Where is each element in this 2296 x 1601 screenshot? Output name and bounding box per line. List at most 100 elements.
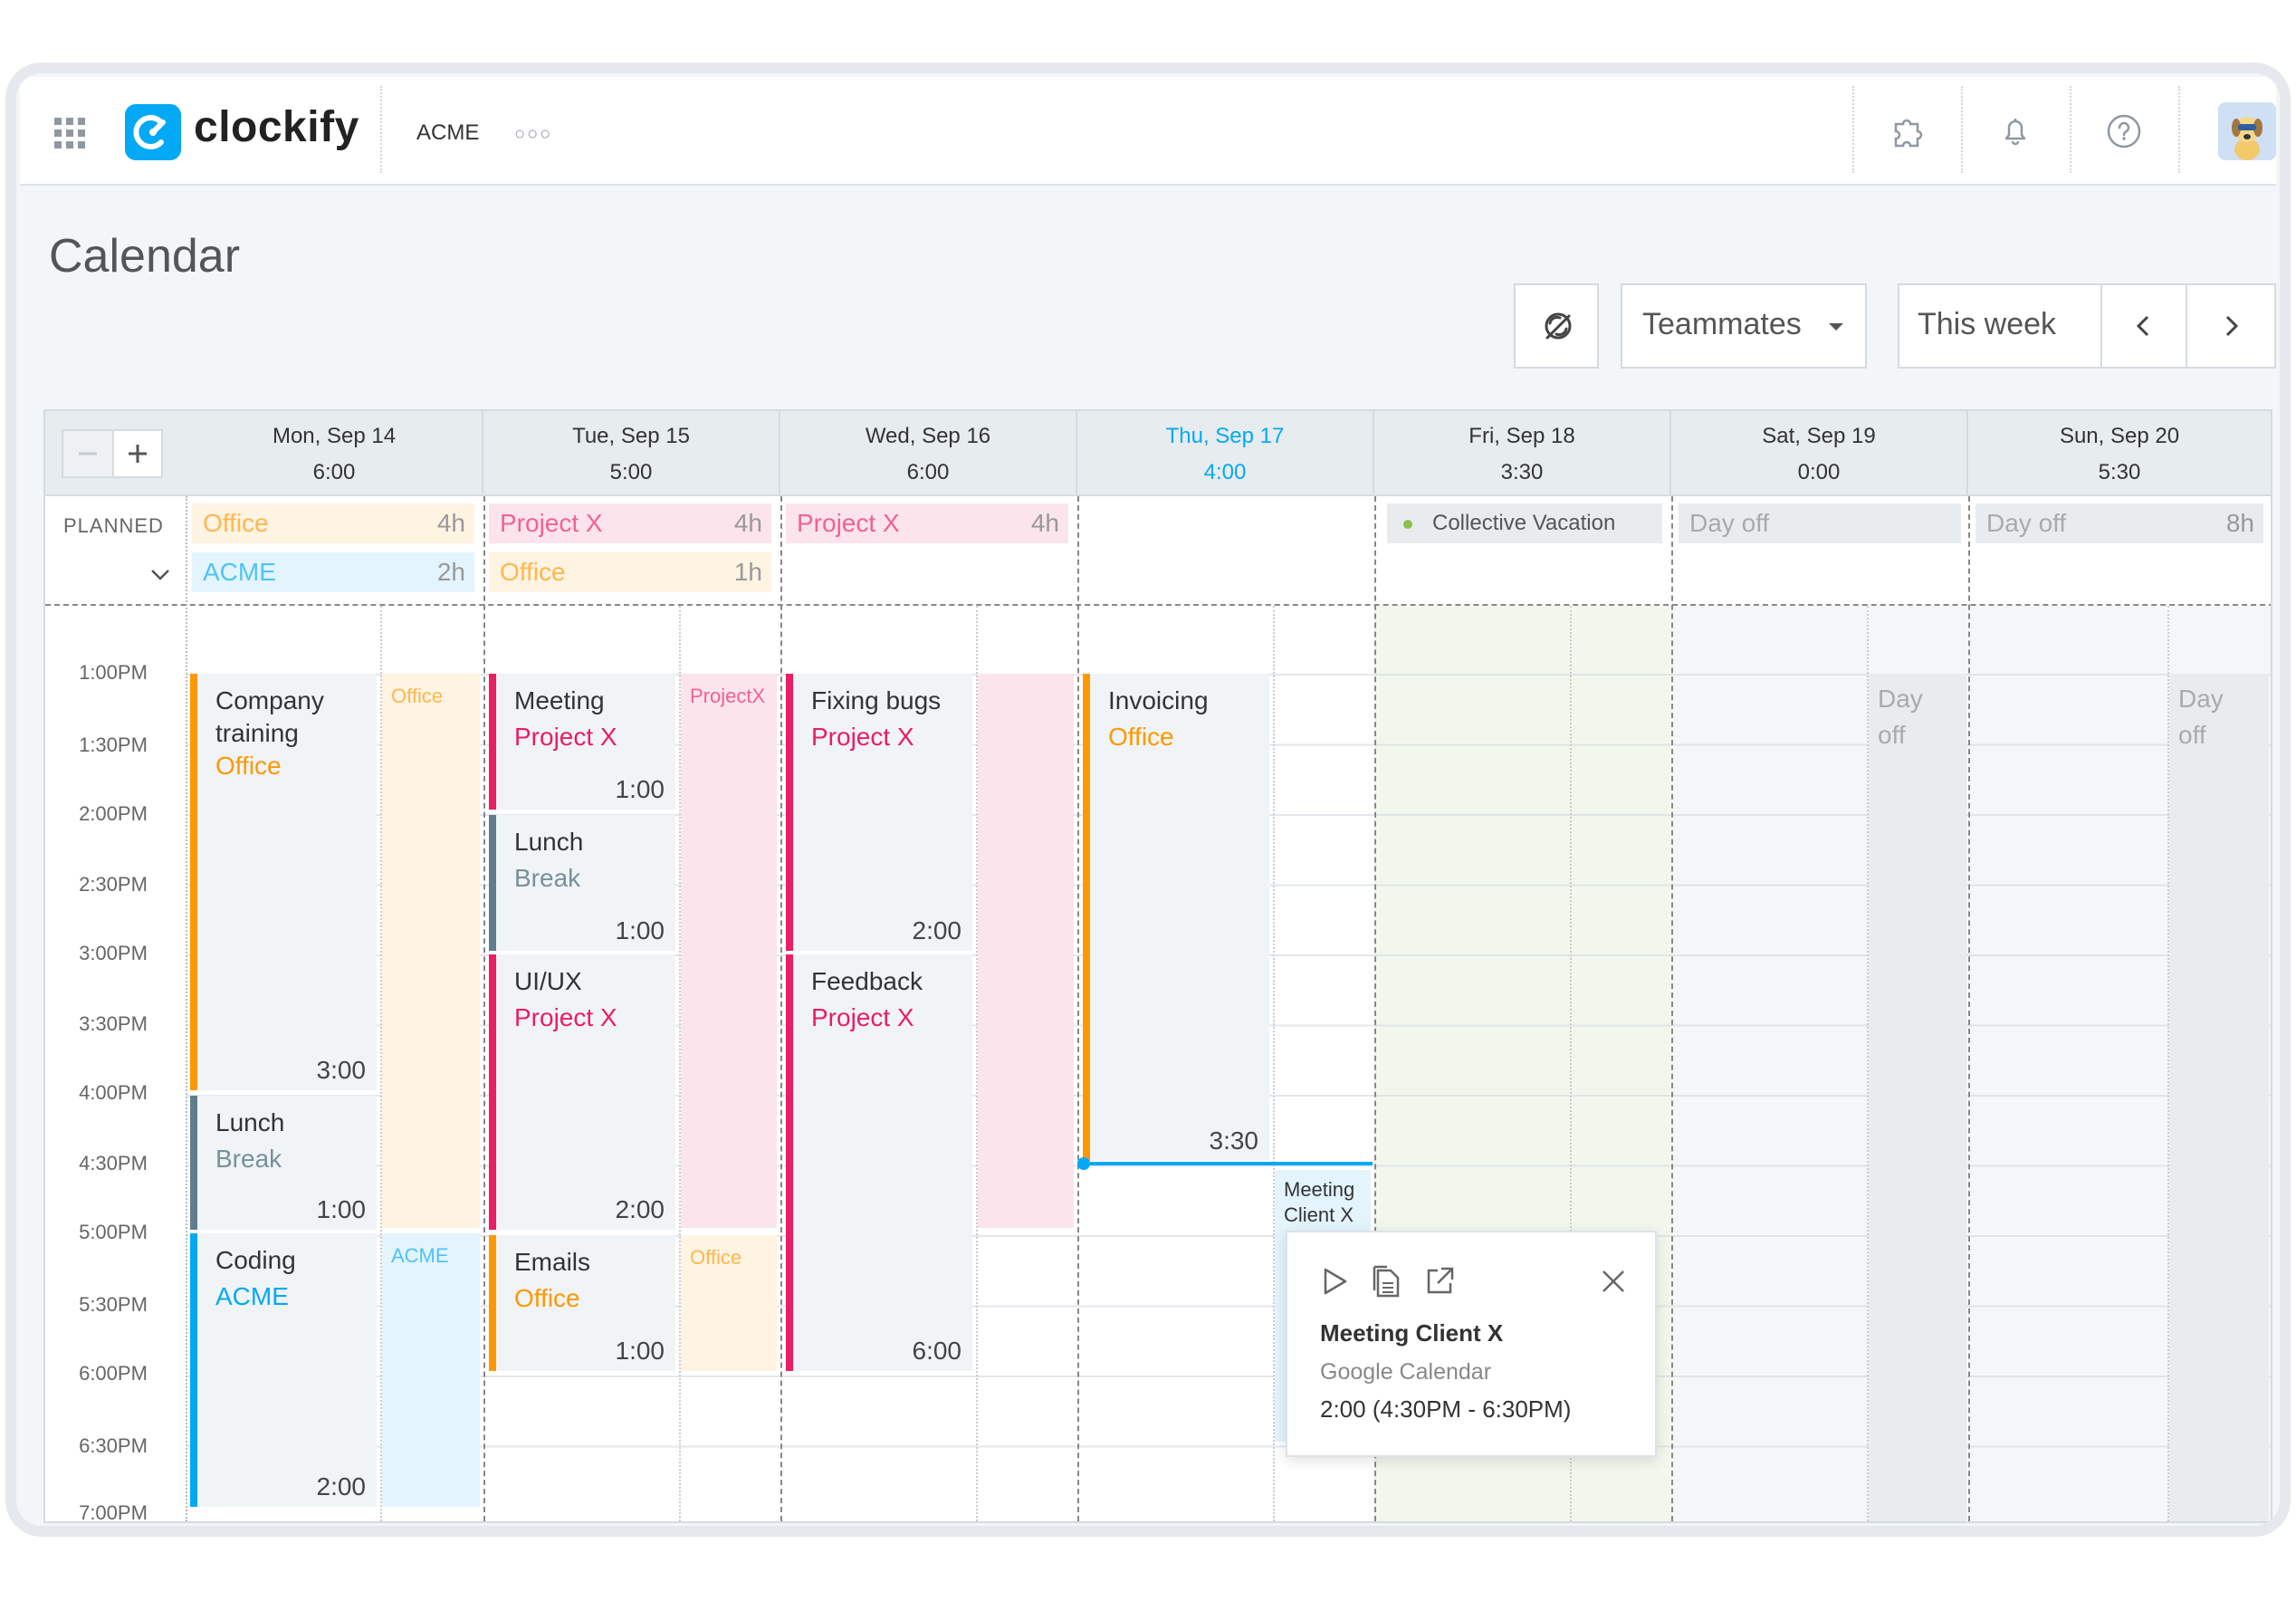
workspace-more-menu[interactable]: ○○○ (514, 124, 553, 144)
time-entry[interactable]: Emails Office 1:00 (489, 1235, 675, 1371)
day-off-label: Day off (2178, 685, 2224, 749)
divider (2186, 285, 2187, 367)
time-label: 3:30PM (79, 1012, 148, 1035)
play-icon[interactable] (1318, 1265, 1351, 1298)
popup-source: Google Calendar (1320, 1359, 1492, 1385)
divider (380, 606, 382, 1521)
time-label: 5:30PM (79, 1293, 148, 1316)
popup-time: 2:00 (4:30PM - 6:30PM) (1320, 1395, 1572, 1423)
workspace-name[interactable]: ACME (416, 120, 480, 145)
time-entry[interactable]: Meeting Project X 1:00 (489, 674, 675, 810)
time-entry[interactable]: Lunch Break 1:00 (489, 815, 675, 951)
sync-integrations-button[interactable] (1514, 283, 1599, 369)
user-avatar[interactable] (2218, 102, 2276, 160)
time-entry[interactable]: Coding ACME 2:00 (190, 1233, 377, 1507)
help-icon[interactable] (2104, 111, 2144, 151)
next-week-button[interactable] (2187, 285, 2274, 367)
entry-project: Office (215, 752, 282, 780)
bell-icon[interactable] (1995, 111, 2035, 151)
teammates-label: Teammates (1642, 307, 1802, 341)
planned-block[interactable]: ProjectX (681, 674, 777, 1228)
divider (186, 496, 187, 1521)
entry-duration: 6:00 (912, 1337, 962, 1365)
zoom-controls (62, 429, 163, 478)
planned-hours: 2h (436, 558, 465, 586)
time-entry[interactable]: Invoicing Office 3:30 (1083, 674, 1269, 1161)
divider (1961, 86, 1963, 173)
zoom-in-button[interactable] (114, 431, 161, 476)
copy-icon[interactable] (1371, 1263, 1403, 1299)
planned-time-off[interactable]: Day off (1679, 503, 1961, 543)
apps-grid-icon[interactable] (54, 118, 85, 149)
entry-duration: 1:00 (316, 1195, 367, 1223)
planned-item[interactable]: Project X 4h (786, 503, 1068, 543)
entry-project: Break (215, 1145, 282, 1173)
day-total: 5:00 (609, 460, 653, 484)
event-popup: Meeting Client X Google Calendar 2:00 (4… (1286, 1231, 1657, 1457)
integrations-puzzle-icon[interactable] (1887, 111, 1927, 151)
date-range-label[interactable]: This week (1918, 307, 2057, 341)
zoom-control-cell (45, 411, 188, 494)
time-entry[interactable]: Feedback Project X 6:00 (786, 954, 972, 1371)
time-entry[interactable]: Company training Office 3:00 (190, 674, 377, 1090)
time-entry[interactable]: UI/UX Project X 2:00 (489, 954, 675, 1230)
planned-time-off[interactable]: Collective Vacation (1387, 503, 1662, 543)
time-label: 2:30PM (79, 873, 148, 896)
planned-project: Day off (1689, 509, 1770, 537)
divider (1968, 496, 1970, 1521)
entry-project: ACME (215, 1282, 289, 1310)
time-entry[interactable]: Fixing bugs Project X 2:00 (786, 674, 972, 951)
day-date: Thu, Sep 17 (1165, 424, 1285, 448)
time-entry[interactable]: Lunch Break 1:00 (190, 1096, 377, 1230)
teammates-dropdown[interactable]: Teammates (1621, 283, 1867, 369)
popup-title: Meeting Client X (1320, 1319, 1504, 1347)
planned-block[interactable]: ACME (382, 1233, 480, 1507)
divider (976, 606, 978, 1521)
day-off-block[interactable]: Day off (2169, 674, 2269, 1521)
status-dot (1403, 520, 1412, 529)
page-title: Calendar (49, 230, 241, 283)
entry-project: Break (514, 864, 581, 892)
planned-block-label: Office (690, 1246, 742, 1269)
entry-duration: 3:30 (1209, 1126, 1259, 1155)
planned-block[interactable] (978, 674, 1074, 1228)
entry-project: Office (514, 1284, 580, 1312)
entry-title: Coding (215, 1246, 296, 1274)
entry-duration: 1:00 (615, 775, 665, 803)
close-icon[interactable] (1599, 1267, 1628, 1296)
planned-block[interactable]: Office (681, 1235, 777, 1371)
divider (45, 604, 2271, 606)
previous-week-button[interactable] (2102, 285, 2186, 367)
zoom-out-button[interactable] (63, 431, 112, 476)
time-label: 7:00PM (79, 1501, 148, 1523)
day-header-mon: Mon, Sep 14 6:00 (187, 411, 483, 494)
planned-time-off[interactable]: Day off 8h (1976, 503, 2263, 543)
day-off-block[interactable]: Day off (1869, 674, 1966, 1521)
time-label: 4:30PM (79, 1152, 148, 1174)
planned-item[interactable]: Project X 4h (489, 503, 771, 543)
chevron-right-icon (2225, 315, 2239, 337)
divider (112, 431, 114, 476)
current-time-line (1083, 1162, 1373, 1165)
entry-project: Project X (514, 723, 617, 751)
divider (1852, 86, 1854, 173)
logo-text: clockify (194, 103, 359, 151)
day-date: Wed, Sep 16 (865, 424, 991, 448)
planned-item[interactable]: ACME 2h (192, 552, 474, 592)
day-date: Sat, Sep 19 (1762, 424, 1876, 448)
day-date: Mon, Sep 14 (272, 424, 397, 448)
time-label: 2:00PM (79, 802, 148, 825)
planned-item[interactable]: Office 1h (489, 552, 771, 592)
planned-item[interactable]: Office 4h (192, 503, 474, 543)
entry-duration: 1:00 (615, 1337, 665, 1365)
chevron-down-icon[interactable] (148, 567, 172, 583)
divider (1671, 496, 1673, 1521)
planned-hours: 8h (2225, 509, 2254, 537)
clockify-logo-icon (125, 104, 181, 160)
planned-block[interactable]: Office (382, 674, 480, 1228)
planned-hours: 1h (733, 558, 762, 586)
open-external-icon[interactable] (1423, 1265, 1456, 1298)
entry-duration: 3:00 (316, 1056, 367, 1084)
entry-title: Company training (215, 686, 324, 747)
planned-project: ACME (203, 558, 276, 586)
